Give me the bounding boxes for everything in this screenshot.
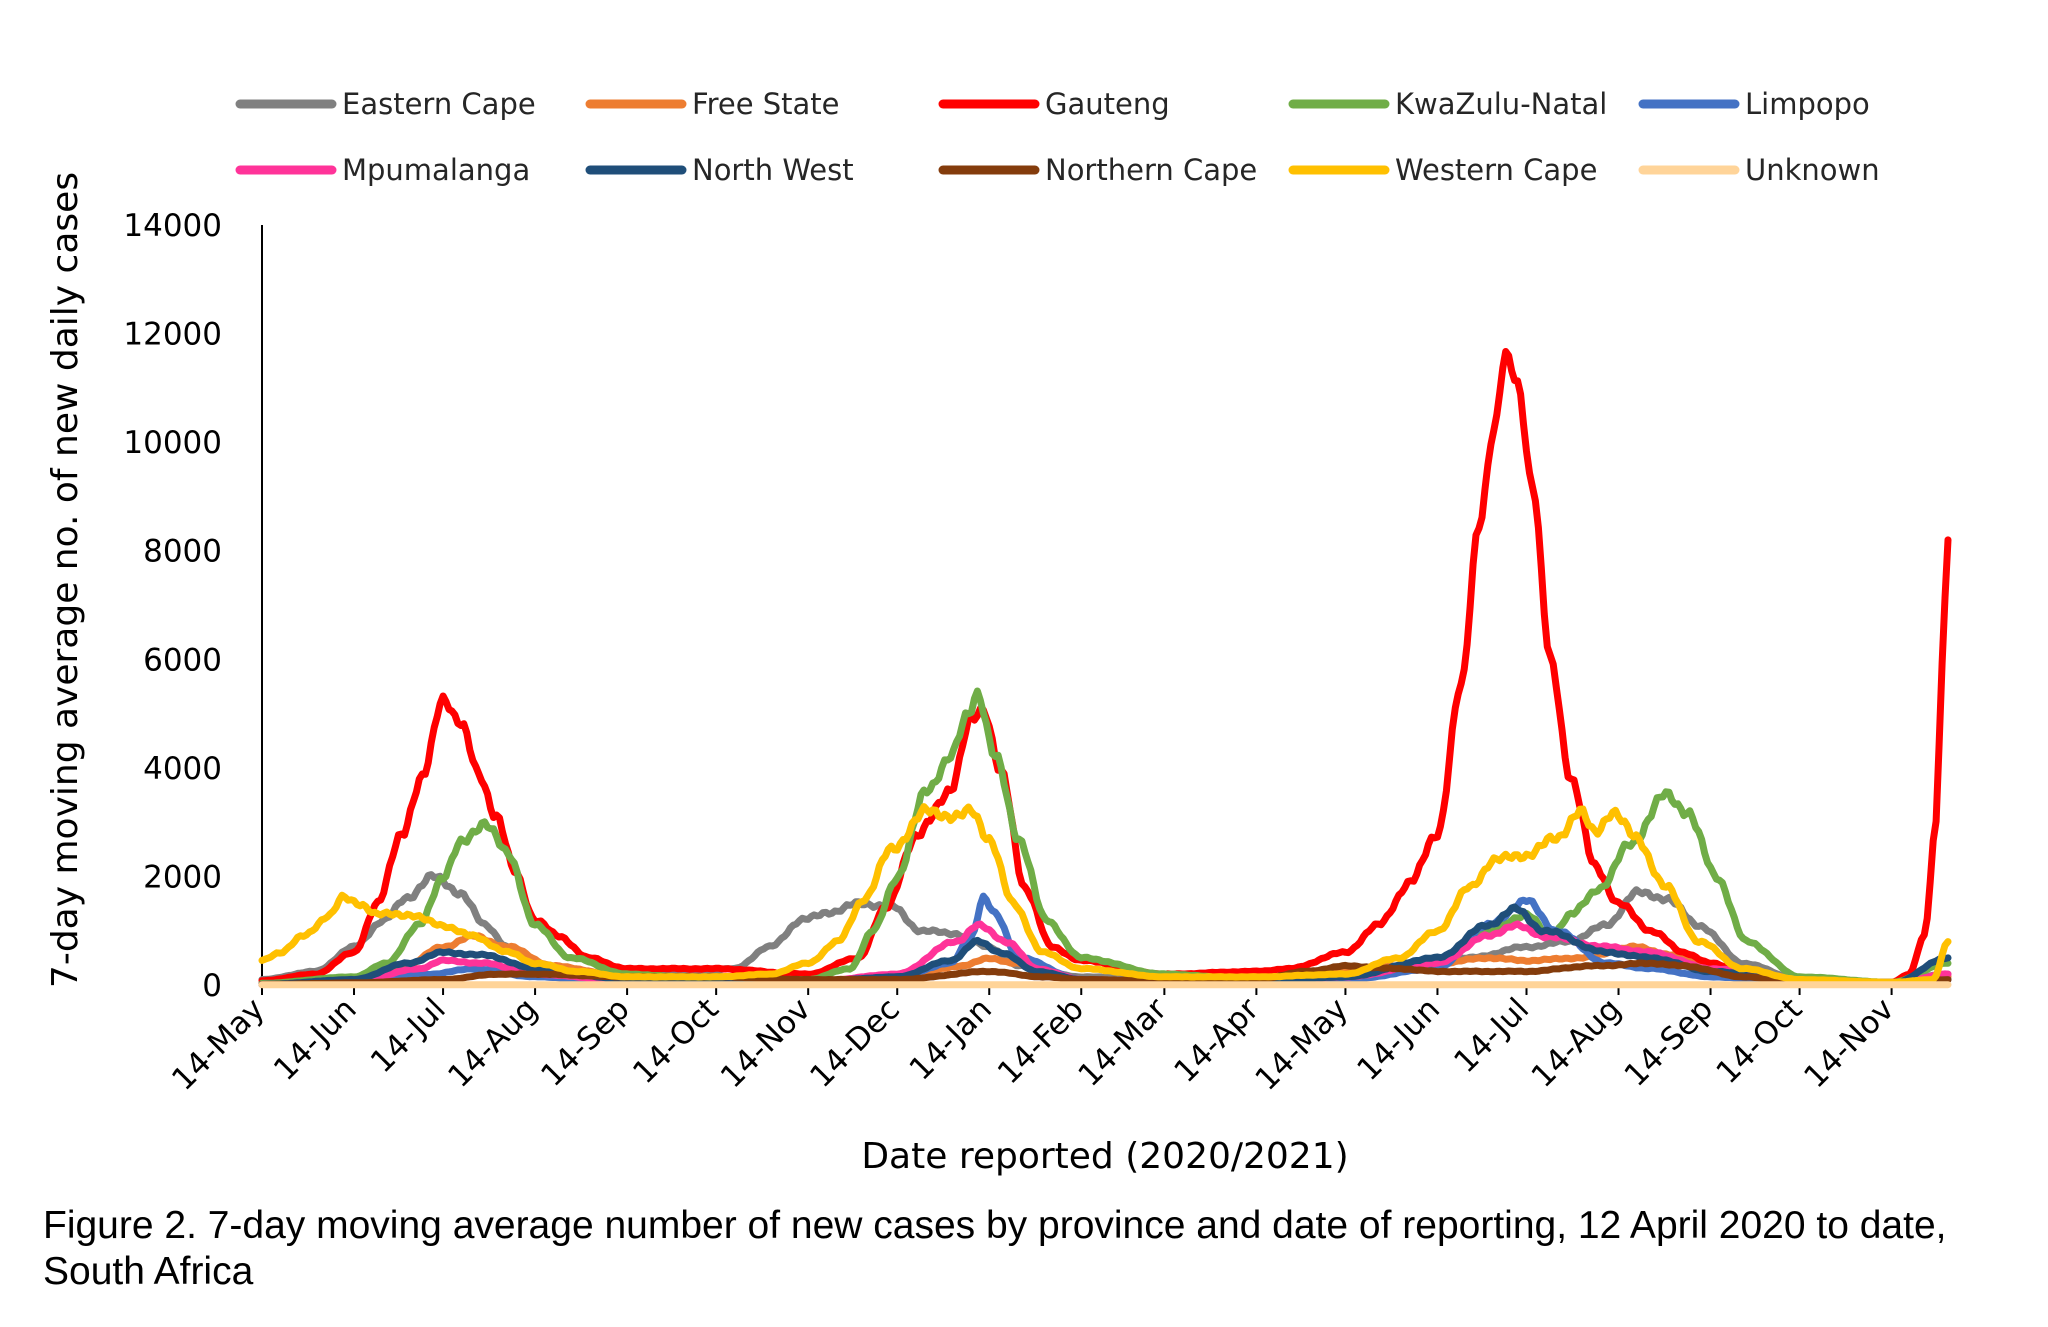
x-tick-label: 14-Jun [1350, 991, 1447, 1088]
y-tick-label: 10000 [123, 425, 222, 461]
x-tick-label: 14-Oct [1709, 991, 1809, 1091]
legend-label-unknown: Unknown [1745, 153, 1880, 187]
line-chart: Eastern Cape Free State Gauteng KwaZulu-Nat… [45, 87, 1952, 1177]
y-tick-label: 14000 [123, 208, 222, 244]
chart-legend: Eastern Cape Free State Gauteng KwaZulu-Nat… [235, 87, 1880, 187]
legend-label-northern-cape: Northern Cape [1045, 153, 1257, 187]
legend-label-limpopo: Limpopo [1745, 87, 1870, 121]
x-tick-label: 14-May [165, 991, 272, 1098]
x-tick-label: 14-Jun [267, 991, 364, 1088]
x-tick-label: 14-Sep [1618, 991, 1721, 1094]
x-tick-label: 14-Mar [1071, 991, 1174, 1094]
x-tick-label: 14-Nov [714, 991, 818, 1095]
x-tick-label: 14-May [1249, 991, 1356, 1098]
legend-label-western-cape: Western Cape [1395, 153, 1597, 187]
legend-label-eastern-cape: Eastern Cape [342, 87, 536, 121]
x-tick-label: 14-Feb [991, 991, 1091, 1091]
y-tick-label: 12000 [123, 317, 222, 353]
y-tick-label: 6000 [143, 642, 222, 678]
x-axis-title: Date reported (2020/2021) [861, 1136, 1348, 1177]
plot-area [258, 348, 1952, 989]
figure-caption: Figure 2. 7-day moving average number of… [43, 1204, 1947, 1293]
x-tick-label: 14-Aug [441, 991, 545, 1095]
y-axis: 0 2000 4000 6000 8000 10000 12000 14000 [123, 208, 263, 1004]
series-line-kwazulu-natal [258, 687, 1952, 987]
y-tick-label: 8000 [143, 534, 222, 570]
legend-label-north-west: North West [692, 153, 854, 187]
x-tick-label: 14-Aug [1525, 991, 1629, 1095]
x-tick-label: 14-Nov [1797, 991, 1901, 1095]
legend-label-mpumalanga: Mpumalanga [342, 153, 530, 187]
x-tick-label: 14-Sep [534, 991, 637, 1094]
y-tick-label: 2000 [143, 859, 222, 895]
x-tick-label: 14-Dec [803, 991, 907, 1095]
legend-label-gauteng: Gauteng [1045, 87, 1170, 121]
x-tick-label: 14-Jan [903, 991, 999, 1087]
legend-label-kwazulu-natal: KwaZulu-Natal [1395, 87, 1607, 121]
legend-label-free-state: Free State [692, 87, 840, 121]
series-line-northern-cape [258, 959, 1952, 988]
series-line-gauteng [258, 348, 1952, 986]
y-axis-title: 7-day moving average no. of new daily ca… [45, 172, 86, 988]
y-tick-label: 0 [202, 968, 222, 1004]
x-tick-label: 14-Oct [626, 991, 726, 1091]
x-tick-label: 14-Jul [1447, 991, 1536, 1080]
y-tick-label: 4000 [143, 751, 222, 787]
x-tick-label: 14-Jul [364, 991, 453, 1080]
series-line-western-cape [258, 803, 1952, 986]
